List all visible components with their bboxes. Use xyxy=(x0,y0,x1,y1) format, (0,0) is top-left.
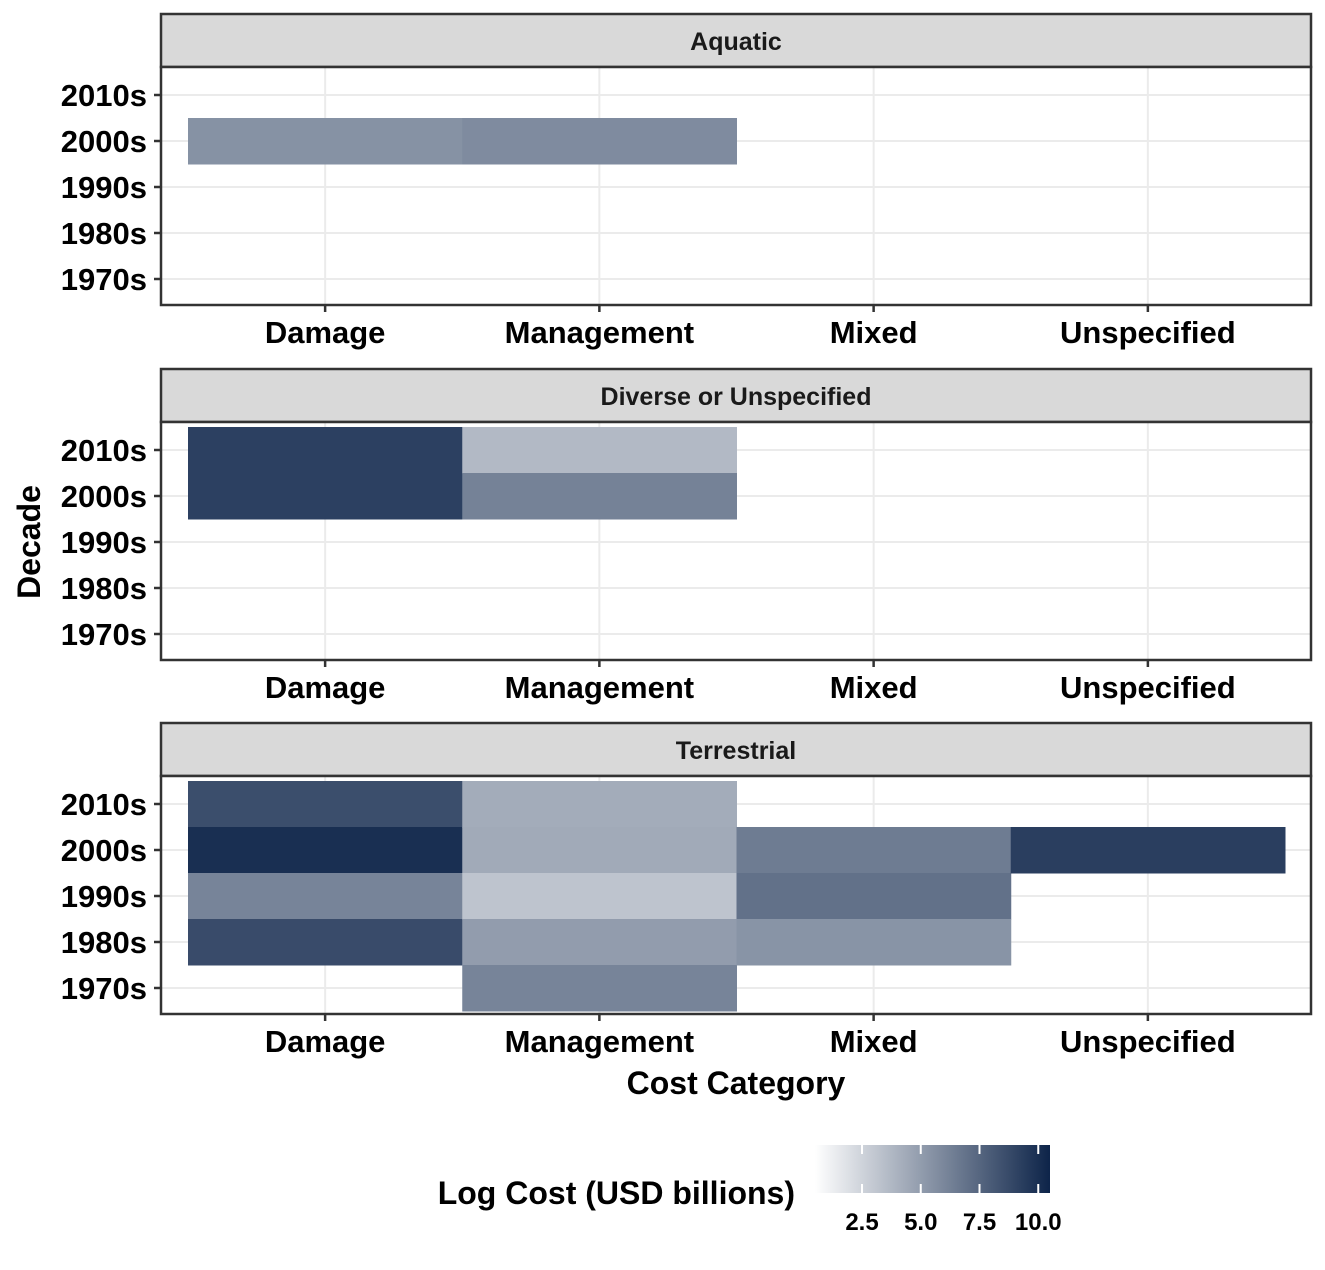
x-tick-label: Mixed xyxy=(830,1024,918,1059)
y-tick-label: 2010s xyxy=(61,78,147,113)
heatmap-tile xyxy=(462,873,737,920)
heatmap-tile xyxy=(188,427,463,474)
legend-tick-label: 10.0 xyxy=(1015,1209,1062,1236)
facet-panel: Diverse or Unspecified 1970s 1980s 1990s 200… xyxy=(61,367,1313,705)
y-tick-label: 1970s xyxy=(61,617,147,652)
heatmap-tile xyxy=(188,118,463,165)
x-tick-label: Unspecified xyxy=(1060,315,1236,350)
y-tick-label: 2010s xyxy=(61,433,147,468)
y-tick-label: 1980s xyxy=(61,925,147,960)
y-axis-title: Decade xyxy=(11,485,47,599)
facet-label: Diverse or Unspecified xyxy=(601,383,872,411)
y-tick-label: 1990s xyxy=(61,525,147,560)
facet-label: Terrestrial xyxy=(676,737,796,765)
x-tick-label: Unspecified xyxy=(1060,670,1236,705)
y-tick-label: 1970s xyxy=(61,262,147,297)
heatmap-tile xyxy=(736,919,1012,966)
heatmap-tile xyxy=(188,473,463,520)
facet-strip xyxy=(159,12,1313,69)
y-tick-label: 1990s xyxy=(61,170,147,205)
legend-tick-label: 5.0 xyxy=(904,1209,937,1236)
y-tick-label: 2000s xyxy=(61,833,147,868)
heatmap-tile xyxy=(462,427,737,474)
x-tick-label: Management xyxy=(505,670,694,705)
heatmap-tile xyxy=(462,919,737,966)
legend-title: Log Cost (USD billions) xyxy=(438,1175,795,1211)
heatmap-tile xyxy=(462,827,737,874)
y-tick-label: 2000s xyxy=(61,479,147,514)
heatmap-tile xyxy=(736,873,1012,920)
heatmap-tile xyxy=(188,919,463,966)
facet-label: Aquatic xyxy=(690,28,782,56)
x-tick-label: Management xyxy=(505,1024,694,1059)
facet-panel: Aquatic 1970s 1980s 1990s 2000s 2010s Damage Ma… xyxy=(61,12,1313,350)
x-tick-label: Mixed xyxy=(830,315,918,350)
color-legend: Log Cost (USD billions) 2.5 5.0 7.5 10.0 xyxy=(438,1145,1062,1236)
x-tick-label: Unspecified xyxy=(1060,1024,1236,1059)
y-tick-label: 2010s xyxy=(61,787,147,822)
x-tick-label: Damage xyxy=(265,315,386,350)
y-tick-label: 1980s xyxy=(61,216,147,251)
y-tick-label: 1980s xyxy=(61,571,147,606)
legend-colorbar xyxy=(815,1145,1050,1193)
x-tick-label: Damage xyxy=(265,670,386,705)
x-tick-label: Management xyxy=(505,315,694,350)
facet-strip xyxy=(159,367,1313,424)
heatmap-tile xyxy=(1010,827,1286,874)
legend-tick-label: 7.5 xyxy=(963,1209,996,1236)
heatmap-tile xyxy=(188,827,463,874)
heatmap-tile xyxy=(736,827,1012,874)
heatmap-tile xyxy=(188,873,463,920)
heatmap-tile xyxy=(462,118,737,165)
y-tick-label: 1970s xyxy=(61,971,147,1006)
heatmap-tile xyxy=(188,781,463,828)
legend-tick-label: 2.5 xyxy=(845,1209,878,1236)
x-tick-label: Damage xyxy=(265,1024,386,1059)
y-tick-label: 1990s xyxy=(61,879,147,914)
heatmap-tile xyxy=(462,781,737,828)
x-tick-label: Mixed xyxy=(830,670,918,705)
facet-panel: Terrestrial 1970s 1980s 1990s 2000s 2010s Dama… xyxy=(61,721,1313,1059)
x-axis-title: Cost Category xyxy=(627,1065,846,1101)
heatmap-tile xyxy=(462,473,737,520)
y-tick-label: 2000s xyxy=(61,124,147,159)
heatmap-tile xyxy=(462,965,737,1012)
